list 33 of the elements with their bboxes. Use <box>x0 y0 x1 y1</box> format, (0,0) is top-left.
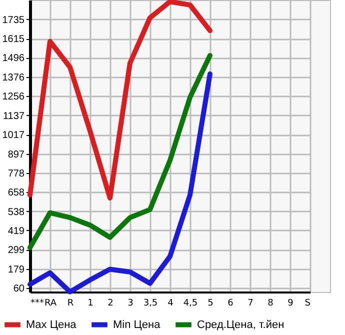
x-tick-label: 8 <box>268 298 274 308</box>
x-tick-label: S <box>304 298 311 308</box>
x-tick-label: 7 <box>248 298 254 308</box>
y-tick-label: 778 <box>8 168 25 180</box>
x-tick-label: 3,5 <box>143 298 158 308</box>
y-tick-label: 299 <box>8 245 25 256</box>
y-tick-label: 1017 <box>2 130 25 142</box>
y-tick-label: 1256 <box>2 92 25 103</box>
y-tick-label: 179 <box>8 264 25 276</box>
y-tick-label: 1137 <box>2 110 25 122</box>
x-tick-label: 4,5 <box>183 298 198 308</box>
x-tick-label: 9 <box>288 298 294 308</box>
y-tick-label: 538 <box>8 206 25 218</box>
y-tick-label: 1496 <box>2 53 25 64</box>
x-tick-label: *** <box>30 298 44 308</box>
y-tick-label: 1735 <box>2 14 25 26</box>
x-tick-label: R <box>67 298 74 308</box>
legend-label: Max Цена <box>26 318 78 331</box>
x-tick-label: 3 <box>128 298 134 308</box>
x-tick-label: 6 <box>228 298 234 308</box>
x-tick-label: 1 <box>88 298 94 308</box>
x-tick-label: RA <box>44 298 58 308</box>
x-tick-label: 5 <box>208 298 214 308</box>
y-tick-label: 419 <box>8 226 25 237</box>
x-tick-label: 4 <box>168 298 174 308</box>
y-tick-label: 1615 <box>2 34 25 46</box>
y-tick-label: 897 <box>8 149 25 160</box>
x-tick-label: 2 <box>108 298 114 308</box>
legend-label: Min Цена <box>113 318 162 331</box>
y-tick-label: 658 <box>8 188 25 199</box>
y-tick-label: 60 <box>13 283 25 294</box>
y-tick-label: 1376 <box>2 72 25 84</box>
legend-label: Сред.Цена, т.йен <box>197 318 284 331</box>
